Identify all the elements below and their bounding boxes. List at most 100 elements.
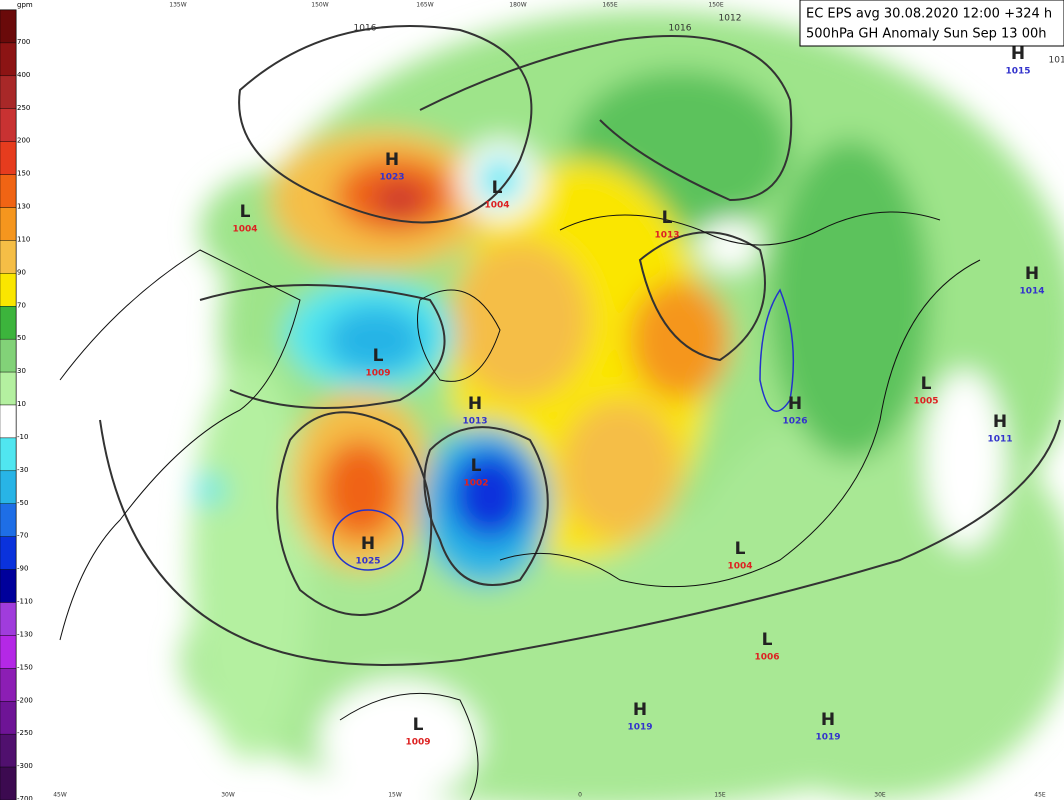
center-letter: H [1011, 44, 1025, 64]
center-value: 1015 [1005, 67, 1030, 77]
center-value: 1014 [1019, 287, 1044, 297]
center-value: 1026 [782, 417, 807, 427]
colorbar-cell [0, 338, 17, 373]
colorbar-unit: gpm [17, 1, 33, 9]
center-letter: L [735, 539, 746, 559]
header-box [799, 0, 1064, 47]
colorbar-label: -130 [17, 630, 33, 638]
center-value: 1004 [727, 562, 752, 572]
center-value: 1013 [654, 231, 679, 241]
center-letter: L [413, 715, 424, 735]
header-line: 500hPa GH Anomaly Sun Sep 13 00h [806, 27, 1047, 42]
center-value: 1011 [987, 435, 1012, 445]
center-letter: H [993, 412, 1007, 432]
colorbar-cell [0, 108, 17, 142]
center-value: 1019 [627, 723, 652, 733]
center-letter: H [821, 710, 835, 730]
center-value: 1005 [913, 397, 938, 407]
colorbar-cell [0, 668, 17, 702]
isobar-label: 1016 [669, 24, 692, 34]
colorbar-label: 30 [17, 367, 26, 375]
longitude-label: 30W [221, 792, 235, 799]
center-value: 1023 [379, 173, 404, 183]
colorbar-label: -70 [17, 532, 28, 540]
colorbar-cell [0, 470, 17, 504]
colorbar-cell [0, 635, 17, 669]
colorbar-cell [0, 503, 17, 537]
colorbar-cell [0, 602, 17, 636]
colorbar-label: -150 [17, 663, 33, 671]
isobar-label: 1012 [1049, 56, 1064, 66]
colorbar-label: -110 [17, 598, 33, 606]
colorbar-cell [0, 9, 17, 44]
coastlines [59, 211, 981, 800]
colorbar-cell [0, 207, 17, 241]
colorbar-cell [0, 733, 17, 768]
anomaly-field [180, 10, 1064, 800]
colorbar-label: 70 [17, 301, 26, 309]
colorbar-label: -200 [17, 696, 33, 704]
colorbar-cell [0, 273, 17, 307]
colorbar-cell [0, 536, 17, 570]
colorbar-cell [0, 240, 17, 274]
center-value: 1009 [405, 738, 430, 748]
colorbar-label: -90 [17, 565, 28, 573]
colorbar-label: 10 [17, 400, 26, 408]
colorbar-cell [0, 701, 17, 735]
longitude-label: 30E [874, 792, 886, 799]
center-value: 1004 [232, 225, 257, 235]
center-letter: L [921, 374, 932, 394]
center-value: 1009 [365, 369, 390, 379]
colorbar-cell [0, 174, 17, 208]
colorbar-cell [0, 306, 17, 340]
colorbar-label: 400 [17, 71, 30, 79]
blue-contours [332, 288, 795, 571]
center-value: 1006 [754, 653, 779, 663]
longitude-label: 15W [388, 792, 402, 799]
colorbar-label: 130 [17, 203, 30, 211]
center-letter: L [662, 208, 673, 228]
center-letter: H [468, 394, 482, 414]
header-line: EC EPS avg 30.08.2020 12:00 +324 h [806, 7, 1052, 22]
longitude-label: 45E [1034, 792, 1046, 799]
colorbar-label: 90 [17, 268, 26, 276]
center-letter: H [788, 394, 802, 414]
colorbar-label: -300 [17, 762, 33, 770]
isobar-label: 1012 [719, 14, 742, 24]
colorbar-label: 150 [17, 170, 30, 178]
longitude-label: 180W [509, 2, 526, 9]
center-value: 1025 [355, 557, 380, 567]
colorbar-cell [0, 569, 17, 603]
center-letter: H [633, 700, 647, 720]
isobars [99, 25, 1061, 666]
center-value: 1019 [815, 733, 840, 743]
center-letter: L [471, 456, 482, 476]
center-letter: L [762, 630, 773, 650]
center-value: 1004 [484, 201, 509, 211]
center-letter: H [361, 534, 375, 554]
longitude-label: 165E [602, 2, 617, 9]
longitude-label: 150E [708, 2, 723, 9]
colorbar-cell [0, 437, 17, 472]
colorbar-label: 250 [17, 104, 30, 112]
colorbar-label: -700 [17, 795, 33, 800]
colorbar-cell [0, 766, 17, 800]
colorbar-label: 50 [17, 334, 26, 342]
colorbar-label: -50 [17, 499, 28, 507]
longitude-label: 150W [311, 2, 328, 9]
center-letter: H [1025, 264, 1039, 284]
isobar-label: 1016 [354, 24, 377, 34]
colorbar-label: 700 [17, 38, 30, 46]
colorbar-cell [0, 141, 17, 175]
longitude-label: 165W [416, 2, 433, 9]
center-value: 1002 [463, 479, 488, 489]
longitude-label: 135W [169, 2, 186, 9]
center-letter: L [492, 178, 503, 198]
colorbar-label: -10 [17, 433, 28, 441]
longitude-label: 45W [53, 792, 67, 799]
colorbar-label: 200 [17, 137, 30, 145]
colorbar-cell [0, 371, 17, 406]
center-value: 1013 [462, 417, 487, 427]
